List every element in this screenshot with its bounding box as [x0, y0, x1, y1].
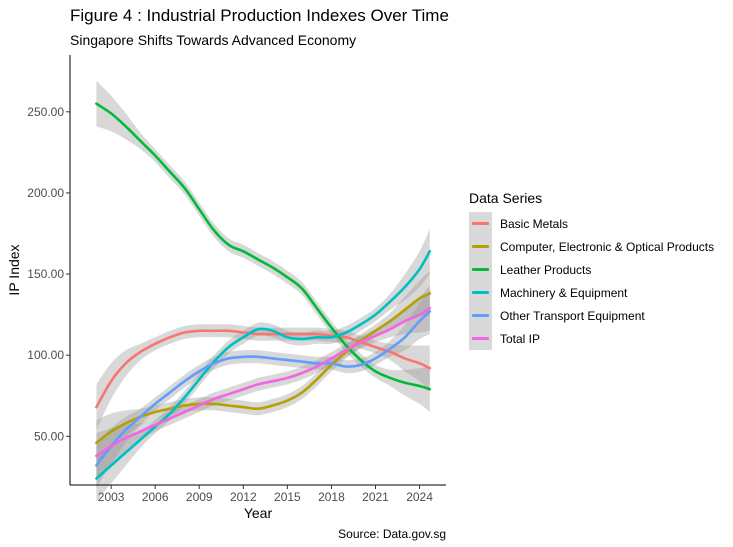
x-tick-label: 2006	[142, 490, 169, 504]
caption: Source: Data.gov.sg	[338, 527, 446, 541]
legend-label: Other Transport Equipment	[500, 308, 645, 323]
legend-item: Other Transport Equipment	[469, 304, 714, 327]
legend-label: Leather Products	[500, 262, 592, 277]
x-tick-label: 2021	[362, 490, 389, 504]
legend-key	[469, 258, 492, 281]
y-tick-label: 50.00	[34, 429, 64, 443]
legend-key	[469, 281, 492, 304]
legend-items: Basic Metals Computer, Electronic & Optic…	[469, 212, 714, 350]
chart-subtitle: Singapore Shifts Towards Advanced Econom…	[70, 32, 357, 48]
series-line	[95, 306, 432, 458]
legend-title: Data Series	[469, 190, 543, 206]
series-line	[95, 310, 432, 467]
legend-item: Total IP	[469, 327, 714, 350]
legend-item: Leather Products	[469, 258, 714, 281]
x-tick-label: 2024	[406, 490, 433, 504]
x-tick-label: 2009	[186, 490, 213, 504]
series-line	[95, 102, 432, 391]
x-tick-label: 2003	[98, 490, 125, 504]
legend-key	[469, 212, 492, 235]
legend-key	[469, 327, 492, 350]
legend-label: Basic Metals	[500, 216, 569, 231]
series-line	[95, 250, 432, 480]
series-line	[95, 292, 432, 445]
x-tick-label: 2018	[318, 490, 345, 504]
legend-key	[469, 304, 492, 327]
legend-item: Basic Metals	[469, 212, 714, 235]
legend-key	[469, 235, 492, 258]
x-tick-label: 2015	[274, 490, 301, 504]
confidence-band	[96, 228, 430, 502]
x-tick-label: 2012	[230, 490, 257, 504]
legend-item: Machinery & Equipment	[469, 281, 714, 304]
x-axis-label: Year	[244, 505, 273, 521]
legend-label: Total IP	[500, 331, 541, 346]
y-tick-label: 150.00	[27, 267, 64, 281]
legend: Data Series Basic Metals Computer, Electr…	[469, 190, 714, 350]
y-tick-label: 250.00	[27, 105, 64, 119]
legend-label: Machinery & Equipment	[500, 285, 628, 300]
series-lines	[95, 102, 432, 480]
legend-item: Computer, Electronic & Optical Products	[469, 235, 714, 258]
confidence-bands	[96, 81, 430, 502]
y-tick-label: 100.00	[27, 348, 64, 362]
chart-title: Figure 4 : Industrial Production Indexes…	[70, 6, 449, 25]
legend-label: Computer, Electronic & Optical Products	[500, 239, 715, 254]
y-axis-label: IP Index	[6, 244, 22, 295]
y-tick-label: 200.00	[27, 186, 64, 200]
axes: 50.00 100.00 150.00 200.00 250.00 2003 2006 200…	[6, 55, 446, 521]
series-line	[95, 329, 432, 409]
